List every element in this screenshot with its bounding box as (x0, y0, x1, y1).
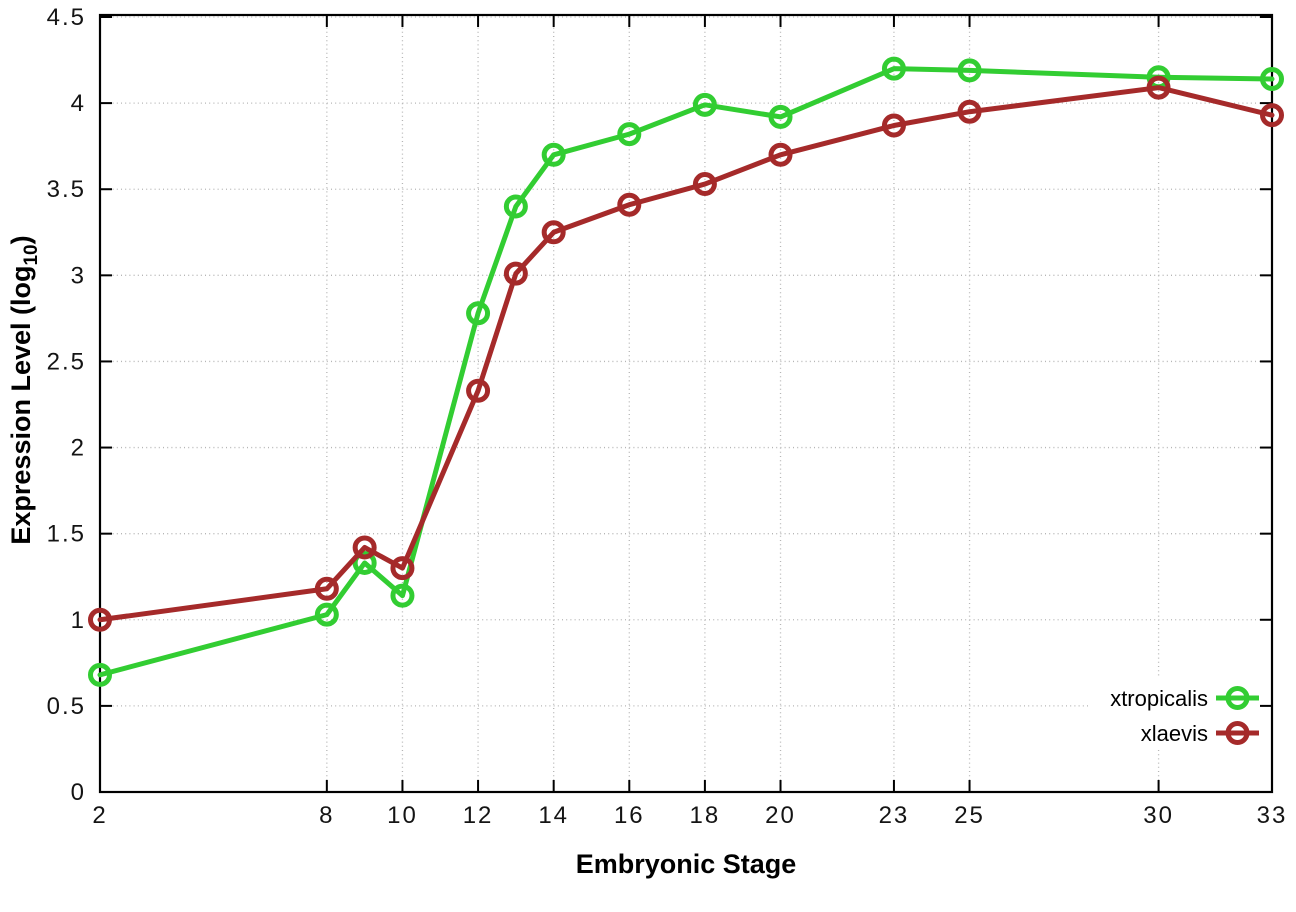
legend-marker-xtropicalis (1225, 686, 1250, 710)
legend-item-xtropicalis: xtropicalis (1110, 686, 1259, 711)
data-point-xtropicalis (466, 301, 491, 326)
data-point-xtropicalis (541, 142, 566, 167)
y-tick-label: 2 (71, 435, 86, 462)
y-tick-label: 1 (71, 607, 86, 634)
x-tick-label: 12 (463, 802, 494, 829)
x-tick-label: 23 (879, 802, 910, 829)
y-tick-label: 3 (71, 262, 86, 289)
x-tick-labels: 2 8 10 12 14 16 18 20 23 25 30 33 (92, 802, 1288, 829)
x-tick-label: 8 (319, 802, 334, 829)
x-tick-label: 10 (387, 802, 418, 829)
legend-marker-xlaevis (1225, 721, 1250, 745)
data-point-xlaevis (503, 261, 528, 286)
data-point-xlaevis (617, 192, 642, 217)
y-tick-label: 4 (71, 90, 86, 117)
y-tick-label: 4.5 (47, 4, 86, 31)
x-tick-label: 14 (538, 802, 569, 829)
x-tick-label: 25 (954, 802, 985, 829)
series-xlaevis (88, 75, 1284, 632)
legend-item-xlaevis: xlaevis (1141, 721, 1259, 746)
data-point-xlaevis (957, 99, 982, 124)
legend: xtropicalis xlaevis (1110, 686, 1259, 746)
x-tick-label: 33 (1257, 802, 1288, 829)
data-point-xtropicalis (352, 550, 377, 575)
legend-label-xlaevis: xlaevis (1141, 721, 1208, 746)
data-point-xtropicalis (617, 122, 642, 147)
data-point-xlaevis (1146, 75, 1171, 100)
gridlines (100, 15, 1272, 792)
data-point-xtropicalis (503, 194, 528, 219)
y-tick-label: 2.5 (47, 348, 86, 375)
x-axis-title: Embryonic Stage (576, 849, 797, 879)
data-point-xlaevis (881, 113, 906, 138)
x-tick-label: 18 (690, 802, 721, 829)
legend-label-xtropicalis: xtropicalis (1110, 686, 1208, 711)
x-tick-label: 2 (92, 802, 107, 829)
data-point-xlaevis (541, 220, 566, 245)
data-point-xtropicalis (881, 56, 906, 81)
data-point-xtropicalis (314, 602, 339, 627)
data-point-xtropicalis (692, 92, 717, 117)
plot-frame (98, 13, 1274, 794)
y-tick-label: 1.5 (47, 521, 86, 548)
data-point-xlaevis (314, 576, 339, 601)
x-tick-label: 30 (1143, 802, 1174, 829)
data-point-xtropicalis (768, 104, 793, 129)
data-point-xlaevis (768, 142, 793, 167)
y-tick-label: 0 (71, 779, 86, 806)
data-point-xlaevis (692, 172, 717, 197)
data-point-xtropicalis (1260, 67, 1284, 91)
y-axis-title: Expression Level (log10) (6, 235, 42, 544)
data-point-xtropicalis (390, 583, 415, 608)
y-tick-label: 3.5 (47, 176, 86, 203)
x-tick-label: 20 (765, 802, 796, 829)
y-tick-label: 0.5 (47, 693, 86, 720)
tick-marks (99, 15, 1273, 793)
data-point-xlaevis (88, 607, 112, 632)
data-point-xlaevis (352, 535, 377, 560)
y-tick-labels: 0 0.5 1 1.5 2 2.5 3 3.5 4 4.5 (47, 4, 86, 806)
data-point-xlaevis (1260, 103, 1284, 128)
data-point-xtropicalis (88, 662, 112, 687)
data-point-xtropicalis (957, 58, 982, 83)
series-xtropicalis (88, 56, 1284, 687)
x-tick-label: 16 (614, 802, 645, 829)
data-point-xlaevis (390, 556, 415, 581)
data-point-xlaevis (466, 378, 491, 403)
